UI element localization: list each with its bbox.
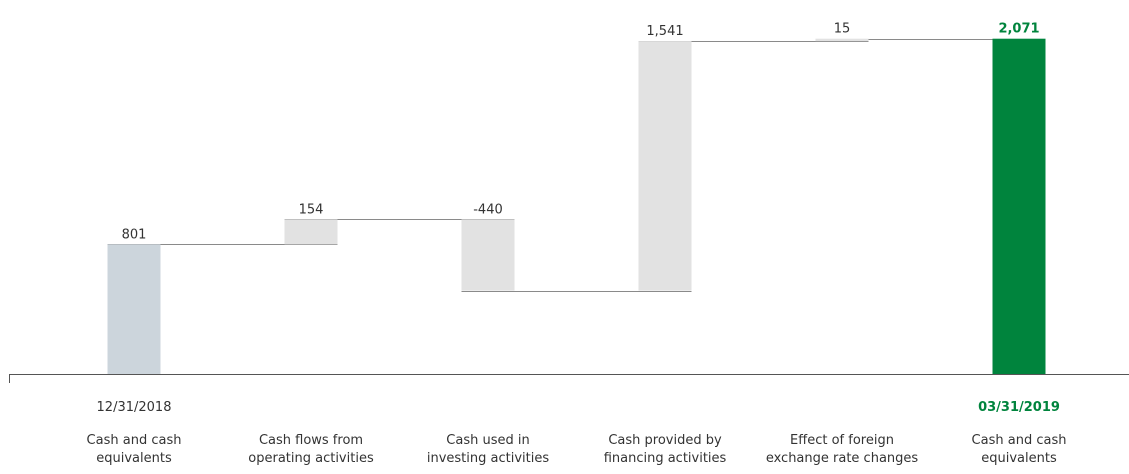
delta-bar xyxy=(284,219,338,245)
category-label: exchange rate changes xyxy=(766,451,919,466)
category-label: equivalents xyxy=(96,451,172,466)
value-label: 801 xyxy=(122,227,147,242)
category-label: Effect of foreign xyxy=(790,433,894,448)
category-label: Cash provided by xyxy=(608,433,722,448)
date-label: 12/31/2018 xyxy=(97,400,172,415)
delta-bar xyxy=(638,41,692,291)
value-label: -440 xyxy=(473,202,503,217)
category-label: Cash used in xyxy=(446,433,529,448)
category-label: equivalents xyxy=(981,451,1057,466)
category-label: Cash and cash xyxy=(87,433,182,448)
value-label: 1,541 xyxy=(646,24,683,39)
category-label: investing activities xyxy=(427,451,549,466)
delta-bar xyxy=(815,38,869,42)
end-bar xyxy=(992,38,1046,374)
category-labels-group: Cash and cash equivalents Cash flows from o… xyxy=(87,433,1067,466)
start-bar xyxy=(107,244,161,374)
category-label: financing activities xyxy=(604,451,727,466)
category-label: Cash and cash xyxy=(972,433,1067,448)
value-label: 2,071 xyxy=(998,22,1039,37)
category-label: operating activities xyxy=(248,451,374,466)
delta-bar xyxy=(461,219,515,291)
value-label: 154 xyxy=(299,202,324,217)
bars-group xyxy=(107,38,1046,374)
date-labels-group: 12/31/2018 03/31/2019 xyxy=(97,400,1060,415)
connector-lines xyxy=(107,39,1046,292)
value-labels-group: 801 154 -440 1,541 15 2,071 xyxy=(122,22,1040,243)
value-label: 15 xyxy=(834,22,851,37)
category-label: Cash flows from xyxy=(259,433,363,448)
x-axis xyxy=(9,374,1129,383)
date-label: 03/31/2019 xyxy=(978,400,1060,415)
